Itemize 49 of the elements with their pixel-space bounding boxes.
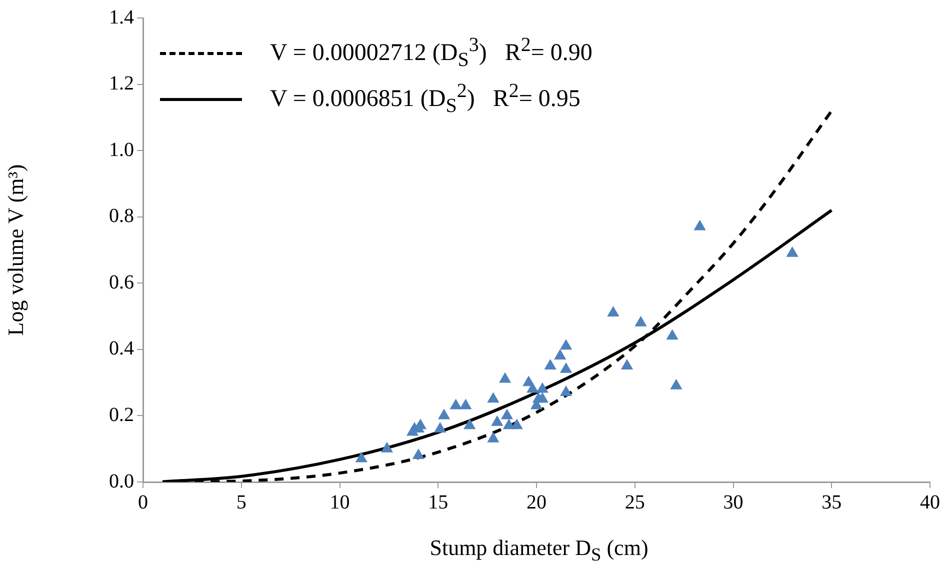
point (560, 386, 572, 396)
x-tick-label: 35 (822, 491, 842, 514)
y-tick-label: 0.2 (109, 404, 134, 426)
y-tick-label: 1.4 (109, 6, 134, 28)
point (450, 398, 462, 410)
x-tick-label: 40 (920, 491, 940, 514)
x-tick-label: 25 (624, 491, 645, 514)
x-tick-label: 15 (428, 491, 448, 514)
point (434, 422, 446, 432)
x-axis-title: Stump diameter D$_{S}$ (cm) (428, 535, 650, 566)
y-tick-label: 1.2 (109, 72, 134, 95)
point (634, 316, 647, 326)
point (670, 378, 682, 390)
point (694, 220, 706, 230)
legend-label: V = 0.0006851 (D$_{S}$$^{2}$) R$^{2}$= 0.95 (270, 80, 580, 118)
y-tick-label: 1.0 (109, 138, 134, 161)
x-tick-label: 5 (236, 491, 246, 514)
point (786, 246, 798, 257)
point (526, 382, 539, 393)
point (491, 415, 504, 426)
y-tick-label: 0.6 (109, 271, 134, 294)
y-tick-label: 0.8 (109, 205, 134, 228)
point (380, 442, 394, 452)
x-tick-label: 20 (526, 491, 546, 514)
y-tick-label: 0.4 (109, 338, 134, 360)
point (500, 408, 514, 420)
legend-label: V = 0.00002712 (D$_{S}$$^{3}$) R$^{2}$= 0.90 (270, 34, 592, 72)
point (460, 398, 472, 410)
point (666, 329, 678, 340)
point (438, 408, 450, 420)
point (536, 382, 548, 393)
point (487, 432, 500, 442)
y-tick-label: 0.0 (109, 470, 134, 492)
point (560, 339, 572, 350)
point (498, 372, 512, 383)
point (560, 362, 572, 373)
point (544, 359, 556, 370)
point (487, 392, 500, 403)
x-tick-label: 0 (138, 491, 148, 514)
point (607, 306, 620, 316)
point (554, 349, 566, 360)
point (510, 418, 523, 430)
point (464, 418, 476, 430)
x-tick-label: 10 (330, 491, 350, 514)
y-axis-title: Log volume V (m³) (2, 164, 28, 336)
point (355, 452, 368, 462)
point (620, 359, 634, 370)
x-tick-label: 30 (723, 491, 744, 514)
point (412, 448, 425, 459)
